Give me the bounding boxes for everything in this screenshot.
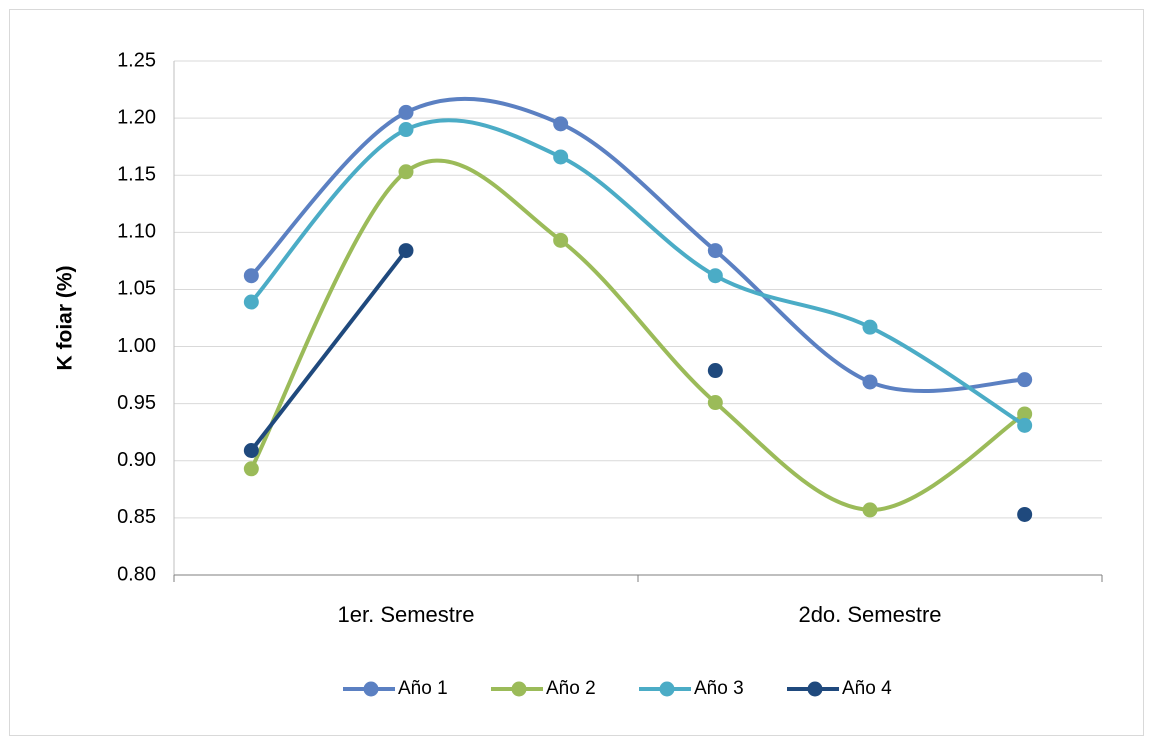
x-group-label: 1er. Semestre: [338, 602, 475, 627]
series-line: [249, 118, 1026, 428]
series-line: [249, 249, 408, 452]
data-point: [1017, 417, 1033, 433]
data-point: [862, 319, 878, 335]
data-point: [707, 268, 723, 284]
data-point: [707, 363, 723, 379]
x-group-label: 2do. Semestre: [798, 602, 941, 627]
y-tick-label: 0.80: [117, 563, 156, 585]
y-tick-label: 1.10: [117, 221, 156, 243]
y-tick-label: 1.20: [117, 106, 156, 128]
y-tick-label: 0.85: [117, 506, 156, 528]
data-point: [553, 149, 569, 165]
y-tick-label: 1.05: [117, 278, 156, 300]
legend-label: Año 1: [398, 678, 448, 699]
data-point: [243, 268, 259, 284]
data-point: [707, 395, 723, 411]
data-point: [243, 294, 259, 310]
legend-marker: [511, 681, 527, 697]
data-point: [1017, 506, 1033, 522]
y-tick-label: 0.95: [117, 392, 156, 414]
y-tick-label: 1.00: [117, 335, 156, 357]
data-point: [398, 122, 414, 138]
data-point: [862, 502, 878, 518]
legend-label: Año 2: [546, 678, 596, 699]
data-point: [1017, 406, 1033, 422]
data-point: [243, 461, 259, 477]
data-point: [862, 374, 878, 390]
data-point: [553, 116, 569, 132]
data-point: [707, 243, 723, 259]
data-point: [398, 104, 414, 120]
legend-label: Año 4: [842, 678, 892, 699]
data-point: [243, 442, 259, 458]
legend-marker: [807, 681, 823, 697]
data-point: [398, 164, 414, 180]
y-tick-label: 1.15: [117, 164, 156, 186]
legend-marker: [363, 681, 379, 697]
data-point: [1017, 372, 1033, 388]
y-tick-label: 0.90: [117, 449, 156, 471]
y-axis-label: K foiar (%): [54, 266, 77, 371]
y-tick-label: 1.25: [117, 49, 156, 71]
legend-label: Año 3: [694, 678, 744, 699]
data-point: [398, 243, 414, 259]
legend-marker: [659, 681, 675, 697]
data-point: [553, 232, 569, 248]
